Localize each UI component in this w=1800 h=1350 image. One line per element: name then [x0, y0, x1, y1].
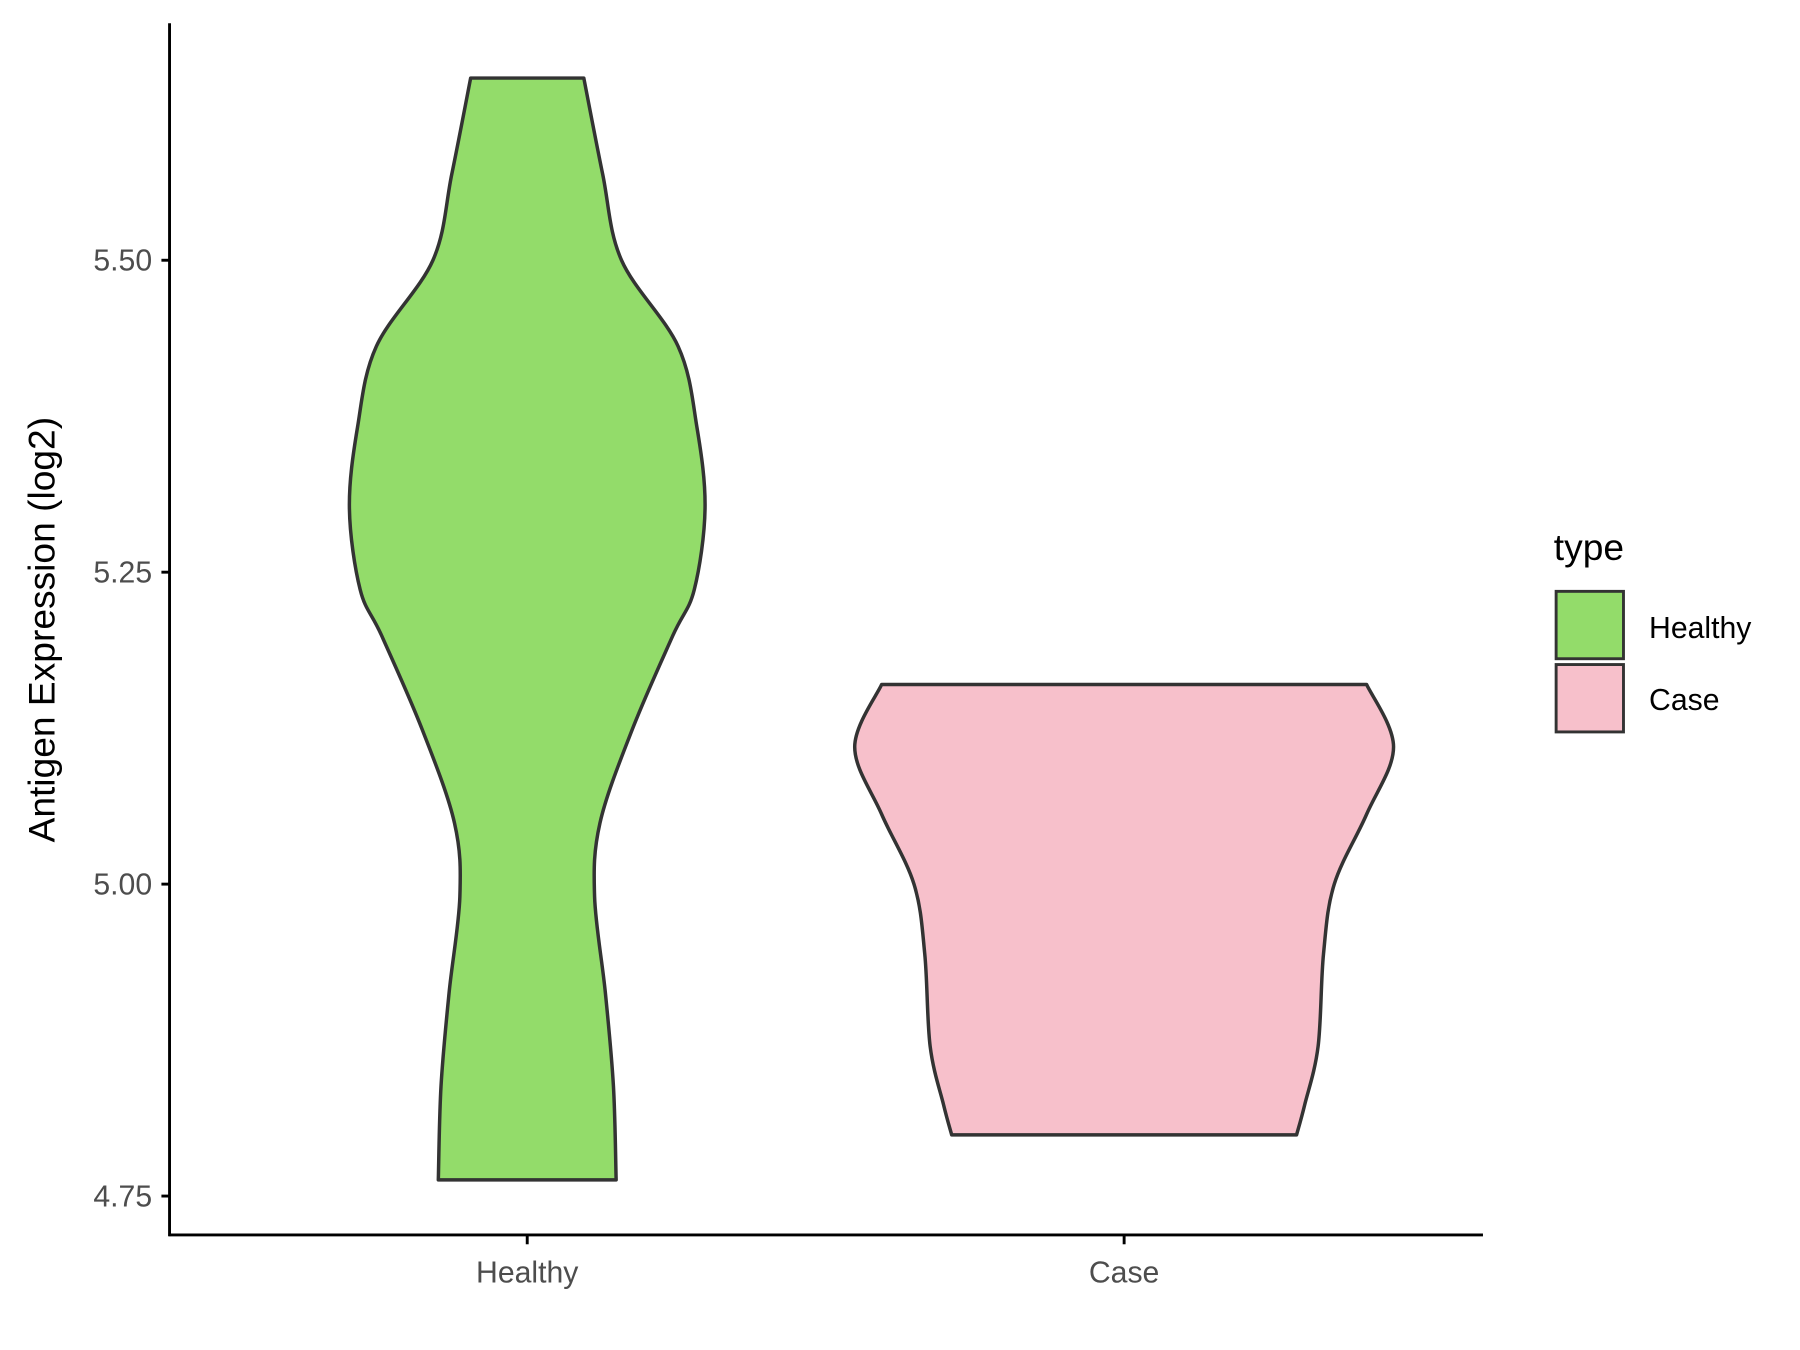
legend-label-case: Case — [1649, 684, 1719, 717]
x-ticks: Healthy Case — [476, 1234, 1159, 1290]
y-axis-title: Antigen Expression (log2) — [21, 417, 63, 843]
violins — [347, 76, 1396, 1182]
y-ticks: 4.75 5.00 5.25 5.50 — [93, 245, 170, 1214]
x-tick-label: Healthy — [476, 1257, 579, 1290]
x-tick-label: Case — [1089, 1257, 1159, 1290]
legend-title: type — [1554, 526, 1624, 568]
y-tick-label: 5.25 — [93, 557, 152, 590]
violin-case — [852, 682, 1396, 1137]
y-tick-label: 5.00 — [93, 869, 152, 902]
y-tick-label: 4.75 — [93, 1181, 152, 1214]
legend: type Healthy Case — [1554, 526, 1752, 734]
legend-key-case — [1554, 663, 1625, 734]
legend-label-healthy: Healthy — [1649, 612, 1752, 645]
y-tick-label: 5.50 — [93, 245, 152, 278]
violin-healthy — [347, 76, 707, 1182]
legend-key-healthy — [1554, 589, 1625, 661]
